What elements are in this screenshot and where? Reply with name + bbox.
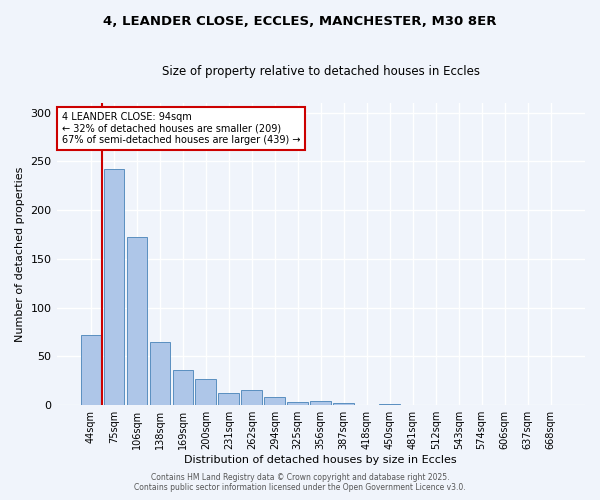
Bar: [287, 402, 308, 405]
Y-axis label: Number of detached properties: Number of detached properties: [15, 166, 25, 342]
Bar: [80, 335, 101, 405]
Bar: [241, 390, 262, 405]
Bar: [265, 398, 285, 405]
Text: 4, LEANDER CLOSE, ECCLES, MANCHESTER, M30 8ER: 4, LEANDER CLOSE, ECCLES, MANCHESTER, M3…: [103, 15, 497, 28]
Bar: [196, 379, 216, 405]
X-axis label: Distribution of detached houses by size in Eccles: Distribution of detached houses by size …: [184, 455, 457, 465]
Text: Contains HM Land Registry data © Crown copyright and database right 2025.
Contai: Contains HM Land Registry data © Crown c…: [134, 473, 466, 492]
Text: 4 LEANDER CLOSE: 94sqm
← 32% of detached houses are smaller (209)
67% of semi-de: 4 LEANDER CLOSE: 94sqm ← 32% of detached…: [62, 112, 301, 145]
Title: Size of property relative to detached houses in Eccles: Size of property relative to detached ho…: [162, 65, 480, 78]
Bar: [379, 404, 400, 405]
Bar: [173, 370, 193, 405]
Bar: [149, 342, 170, 405]
Bar: [334, 404, 354, 405]
Bar: [218, 392, 239, 405]
Bar: [104, 169, 124, 405]
Bar: [310, 402, 331, 405]
Bar: [127, 238, 147, 405]
